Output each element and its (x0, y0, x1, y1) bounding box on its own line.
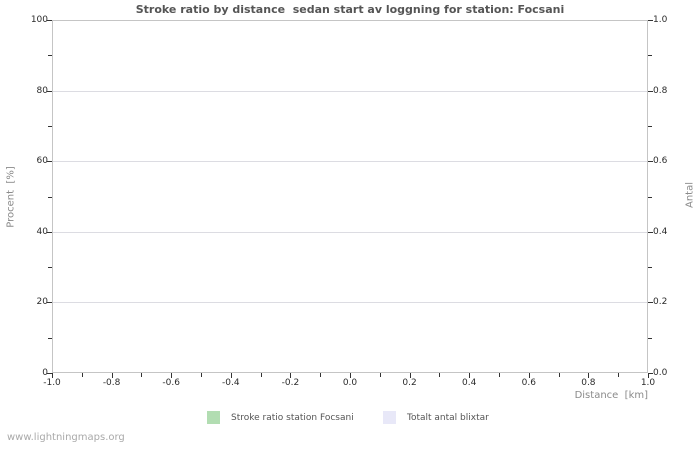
x-axis-tick (112, 373, 113, 378)
y-axis-left-tick-label: 60 (36, 156, 48, 167)
y-axis-left-minor-tick (48, 126, 52, 127)
gridline (53, 161, 647, 162)
y-axis-left-minor-tick (48, 338, 52, 339)
y-axis-left-tick-label: 0 (42, 368, 48, 378)
gridline (53, 232, 647, 233)
y-axis-left-tick (47, 91, 52, 92)
y-axis-left-minor-tick (48, 197, 52, 198)
x-axis-tick (290, 373, 291, 378)
y-axis-left-tick-label: 20 (36, 297, 48, 308)
x-axis-tick (410, 373, 411, 378)
y-axis-right-tick-label: 0.0 (653, 368, 668, 378)
legend-swatch (207, 411, 220, 424)
y-axis-right-tick (648, 91, 653, 92)
y-axis-right-tick-label: 0.6 (653, 156, 668, 167)
legend-swatch (383, 411, 396, 424)
y-axis-right-tick-label: 0.8 (653, 85, 668, 96)
x-axis-tick-label: 0.0 (342, 378, 358, 388)
legend: Stroke ratio station Focsani Totalt antal… (0, 410, 700, 426)
x-axis-tick-label: 0.8 (581, 378, 596, 388)
x-axis-minor-tick (141, 373, 142, 377)
x-axis-tick (171, 373, 172, 378)
y-axis-right-tick-label: 1.0 (653, 15, 668, 25)
x-axis-title: Distance [km] (574, 390, 648, 401)
y-axis-right-tick (648, 20, 653, 21)
y-axis-left-minor-tick (48, 267, 52, 268)
x-axis-tick (588, 373, 589, 378)
y-axis-right-tick (648, 232, 653, 233)
legend-item-label: Stroke ratio station Focsani (231, 413, 354, 423)
y-axis-right-tick (648, 302, 653, 303)
y-axis-right-tick (648, 373, 653, 374)
y-axis-right-minor-tick (648, 338, 652, 339)
x-axis-minor-tick (439, 373, 440, 377)
chart-title: Stroke ratio by distance sedan start av … (135, 3, 565, 16)
x-axis-minor-tick (380, 373, 381, 377)
x-axis-tick (52, 373, 53, 378)
y-axis-left-minor-tick (48, 55, 52, 56)
plot-area (52, 20, 648, 373)
x-axis-tick-label: 0.4 (462, 378, 477, 388)
y-axis-right-tick-label: 0.4 (653, 226, 668, 237)
x-axis-tick (231, 373, 232, 378)
x-axis-tick-label: 0.6 (521, 378, 536, 388)
x-axis-tick-label: -0.6 (162, 378, 180, 388)
y-axis-right-tick-label: 0.2 (653, 297, 668, 308)
x-axis-minor-tick (82, 373, 83, 377)
x-axis-minor-tick (499, 373, 500, 377)
x-axis-tick (648, 373, 649, 378)
y-axis-left-tick-label: 100 (30, 15, 48, 25)
y-axis-right-minor-tick (648, 126, 652, 127)
x-axis-tick-label: -0.4 (222, 378, 240, 388)
x-axis-tick-label: -1.0 (43, 378, 61, 388)
x-axis-tick-label: -0.2 (281, 378, 300, 388)
x-axis-tick-label: 1.0 (640, 378, 656, 388)
x-axis-minor-tick (320, 373, 321, 377)
y-axis-right-tick (648, 161, 653, 162)
y-axis-right-minor-tick (648, 55, 652, 56)
x-axis-minor-tick (559, 373, 560, 377)
legend-item-label: Totalt antal blixtar (407, 413, 489, 423)
left-axis-title: Procent [%] (5, 166, 17, 228)
gridline (53, 302, 647, 303)
gridline (53, 91, 647, 92)
y-axis-left-tick (47, 302, 52, 303)
x-axis-tick-label: 0.2 (402, 378, 417, 388)
x-axis-minor-tick (261, 373, 262, 377)
watermark: www.lightningmaps.org (7, 432, 125, 443)
y-axis-left-tick (47, 232, 52, 233)
x-axis-minor-tick (201, 373, 202, 377)
right-axis-title: Antal (684, 181, 696, 209)
x-axis-tick-label: -0.8 (102, 378, 121, 388)
x-axis-tick (469, 373, 470, 378)
y-axis-left-tick-label: 40 (36, 226, 48, 237)
x-axis-minor-tick (618, 373, 619, 377)
y-axis-left-tick (47, 373, 52, 374)
y-axis-left-tick (47, 20, 52, 21)
y-axis-right-minor-tick (648, 197, 652, 198)
y-axis-left-tick-label: 80 (36, 85, 48, 96)
x-axis-tick (350, 373, 351, 378)
x-axis-tick (529, 373, 530, 378)
y-axis-right-minor-tick (648, 267, 652, 268)
y-axis-left-tick (47, 161, 52, 162)
